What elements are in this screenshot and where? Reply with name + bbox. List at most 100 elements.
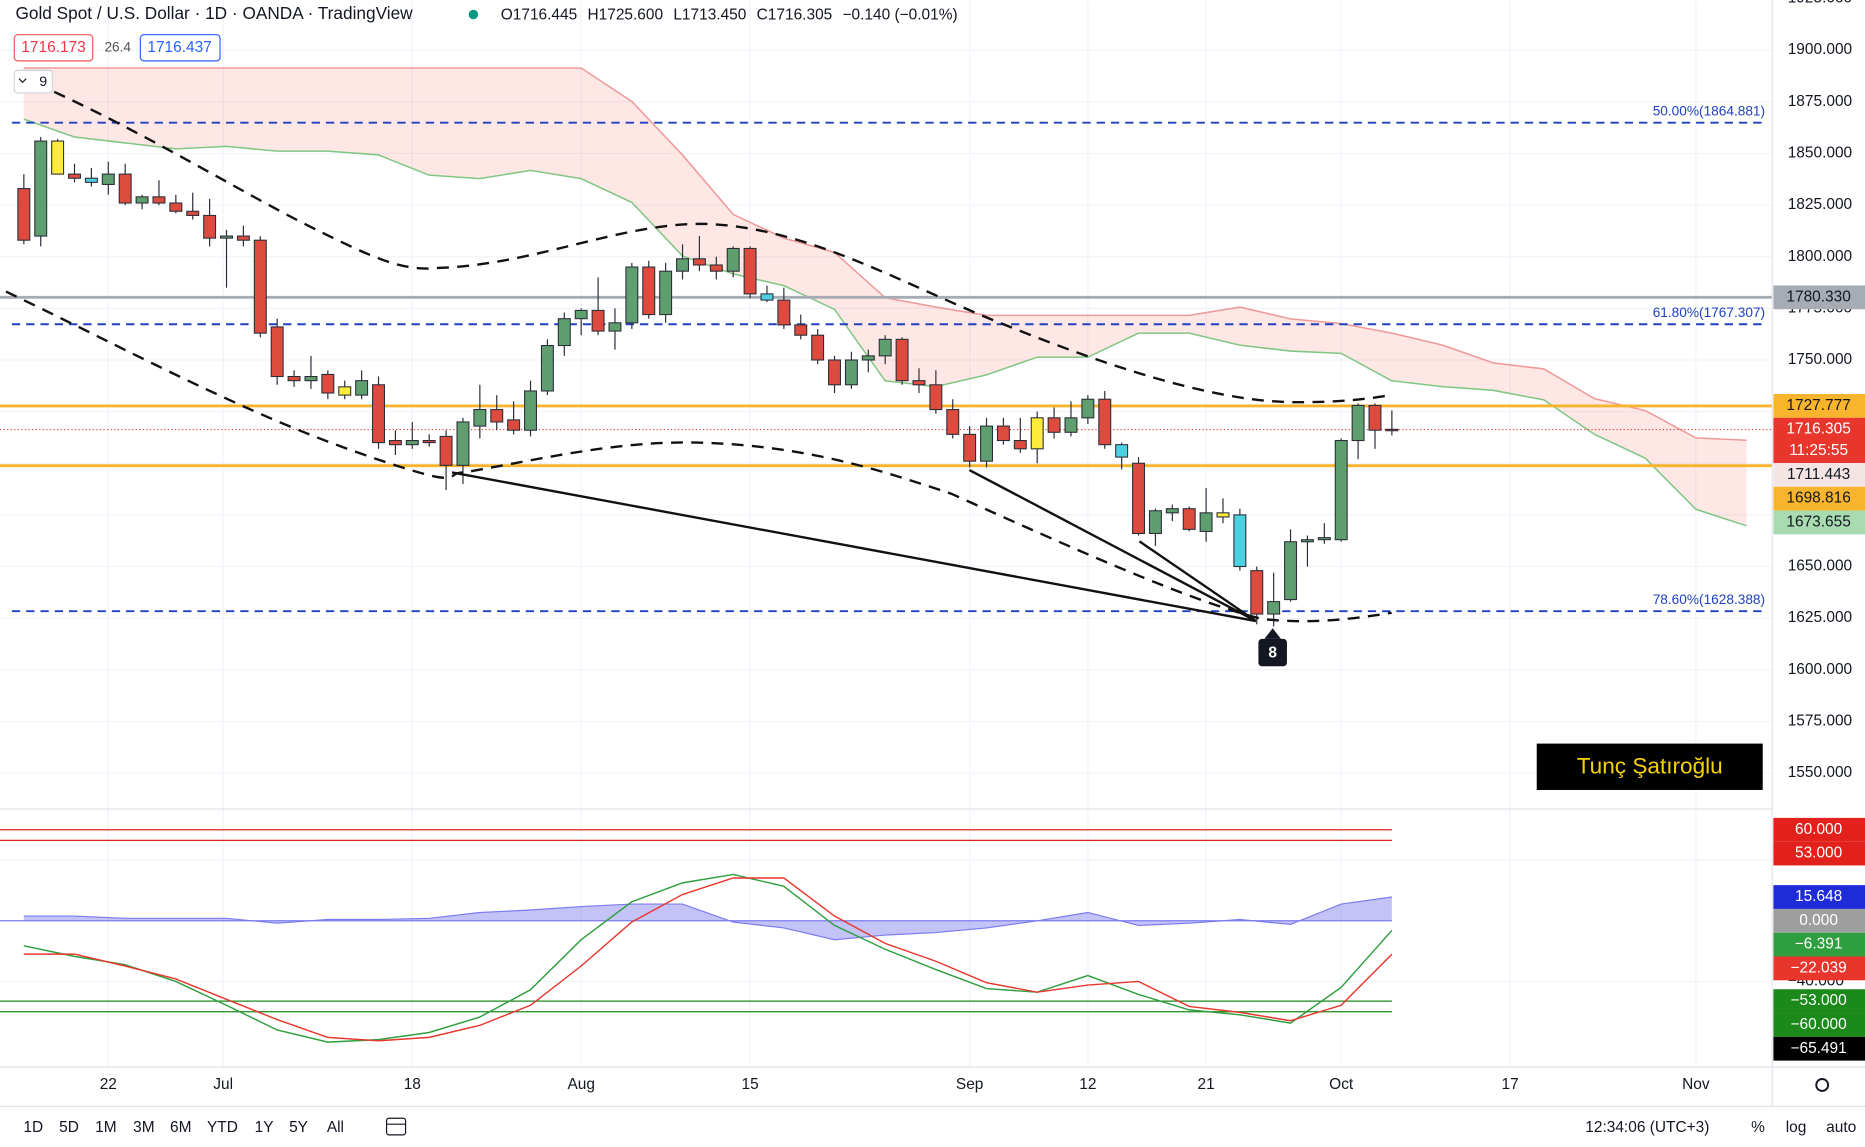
price-badge-label: −60.000	[1790, 1016, 1846, 1033]
candle-body	[287, 375, 301, 382]
fib-label: 78.60%(1628.388)	[1653, 592, 1765, 607]
fib-label: 50.00%(1864.881)	[1653, 104, 1765, 119]
range-button[interactable]: 6M	[170, 1119, 191, 1136]
fib-label: 61.80%(1767.307)	[1653, 305, 1765, 320]
candle-body	[186, 210, 200, 216]
price-badge-label: 1673.655	[1786, 514, 1850, 531]
calendar-icon[interactable]	[385, 1117, 407, 1136]
candle-body	[794, 324, 808, 336]
y-tick-label: 1825.000	[1788, 196, 1852, 213]
y-tick-label: 1575.000	[1788, 713, 1852, 730]
candle-body	[439, 435, 453, 466]
candle-body	[591, 309, 605, 332]
log-toggle[interactable]: log	[1786, 1119, 1807, 1136]
candle-body	[743, 247, 757, 295]
candle-body	[1148, 510, 1162, 535]
cloud-fill	[23, 67, 1747, 526]
candle-body	[338, 386, 352, 396]
x-tick-label: 21	[1197, 1076, 1214, 1093]
y-tick-label: 1550.000	[1788, 764, 1852, 781]
candle-body	[1182, 508, 1196, 530]
candle-body	[574, 309, 588, 320]
price-badge-label: 1711.443	[1787, 466, 1850, 483]
close: C1716.305	[757, 7, 833, 24]
candle-body	[625, 266, 639, 324]
histogram-area	[23, 897, 1392, 940]
x-tick-label: 17	[1502, 1076, 1519, 1093]
range-button[interactable]: YTD	[207, 1119, 238, 1136]
price-badge	[1773, 885, 1865, 909]
price-badge	[1773, 462, 1865, 487]
percent-toggle[interactable]: %	[1751, 1119, 1765, 1136]
trend-line	[451, 468, 1257, 623]
candle-body	[996, 425, 1010, 442]
candle-body	[422, 440, 436, 444]
candle-body	[828, 359, 842, 386]
bid[interactable]: 1716.173	[21, 39, 85, 56]
candle-body	[1132, 462, 1146, 535]
candle-body	[540, 344, 554, 392]
candle-body	[1081, 398, 1095, 419]
candle-body	[1047, 417, 1061, 433]
candle-body	[51, 140, 65, 175]
candle-body	[946, 409, 960, 435]
price-badge	[1773, 417, 1865, 463]
x-tick-label: 22	[100, 1076, 117, 1093]
cycle-curve	[35, 82, 1392, 404]
candle-body	[372, 384, 386, 444]
range-button[interactable]: 3M	[133, 1119, 154, 1136]
range-button[interactable]: 5Y	[289, 1119, 308, 1136]
price-badge	[1773, 285, 1865, 310]
chart-title: Gold Spot / U.S. Dollar · 1D · OANDA · T…	[15, 3, 413, 23]
candle-body	[1250, 570, 1264, 615]
candle-body	[980, 425, 994, 462]
candle-body	[1199, 512, 1213, 532]
candle-body	[1115, 444, 1129, 458]
label-arrow	[1264, 628, 1281, 639]
candle-body	[1317, 537, 1331, 541]
candle-body	[304, 375, 318, 382]
auto-toggle[interactable]: auto	[1826, 1119, 1856, 1136]
price-badge	[1773, 908, 1865, 933]
settings-icon[interactable]	[1815, 1078, 1830, 1092]
label-box	[1258, 638, 1287, 667]
price-badge-label: 0.000	[1799, 912, 1838, 929]
range-button[interactable]: 1Y	[255, 1119, 274, 1136]
buy-box[interactable]	[139, 34, 221, 62]
candle-body	[1334, 440, 1348, 541]
candle-body	[929, 384, 943, 411]
sell-box[interactable]	[13, 34, 94, 62]
candle-body	[388, 440, 402, 446]
y-tick-label: 1750.000	[1788, 351, 1852, 368]
candle-body	[253, 239, 267, 334]
price-badge	[1773, 932, 1865, 957]
axes: 22 Jul 18 Aug 15 Sep 12 21 Oct 17 Nov 1925.000 1900.…	[100, 0, 1865, 1093]
x-tick-label: Aug	[567, 1076, 594, 1093]
indicator-count[interactable]: 9	[39, 74, 47, 90]
candle-body	[811, 334, 825, 361]
candle-body	[1165, 508, 1179, 514]
y-tick-label: 1650.000	[1788, 558, 1852, 575]
candle-body	[1030, 417, 1044, 450]
range-button[interactable]: All	[327, 1119, 344, 1136]
price-badge-label: 60.000	[1795, 821, 1842, 838]
indicator-toggle[interactable]	[13, 69, 53, 94]
y-tick-label: 1625.000	[1788, 609, 1852, 626]
range-button[interactable]: 1D	[23, 1119, 43, 1136]
range-button[interactable]: 5D	[59, 1119, 79, 1136]
ask[interactable]: 1716.437	[147, 39, 211, 56]
x-tick-label: Nov	[1682, 1076, 1710, 1093]
candle-body	[101, 173, 115, 185]
y-tick-label: 1900.000	[1788, 41, 1852, 58]
clock[interactable]: 12:34:06 (UTC+3)	[1585, 1119, 1709, 1136]
candle-body	[135, 196, 149, 204]
osc-line	[23, 877, 1393, 1042]
candle-body	[1216, 512, 1230, 518]
price-badge	[1773, 817, 1865, 842]
range-button[interactable]: 1M	[95, 1119, 116, 1136]
candle-body	[1284, 541, 1298, 601]
grid	[0, 0, 1773, 1068]
price-badge-label: −65.491	[1790, 1040, 1846, 1057]
candle-body	[236, 235, 250, 241]
